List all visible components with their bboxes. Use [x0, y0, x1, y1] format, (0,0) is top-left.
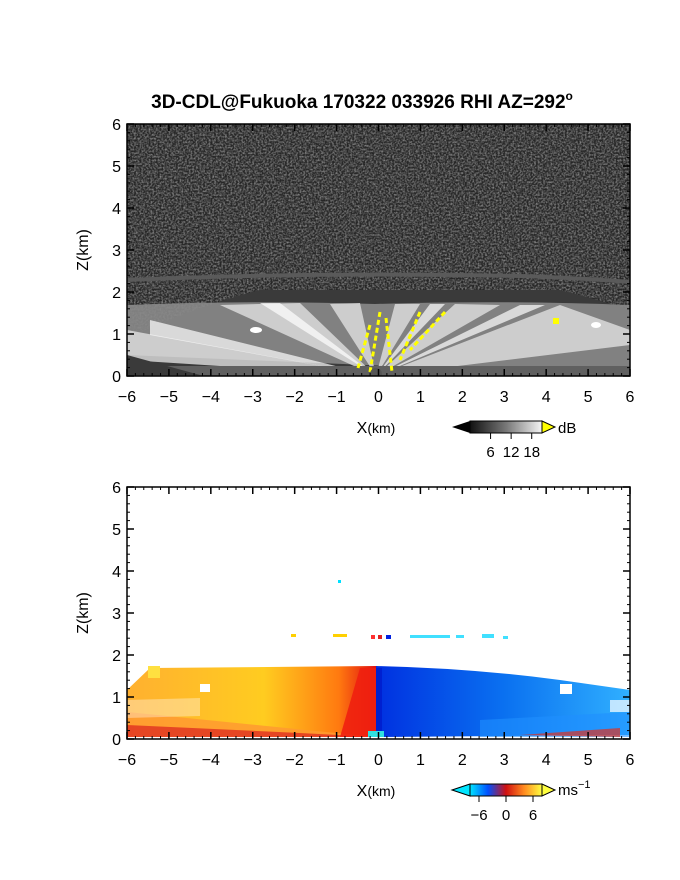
intensity-x-tick-label: −1: [327, 389, 345, 406]
velocity-y-tick-label: 3: [112, 606, 121, 623]
intensity-colorbar-unit: dB: [558, 420, 576, 437]
intensity-colorbar-tick-label: 18: [523, 444, 540, 461]
velocity-y-axis-label: Z(km): [75, 592, 92, 634]
velocity-y-ticks: 0 1 2 3 4 5 6: [112, 480, 630, 749]
velocity-x-tick-label: −6: [118, 752, 136, 769]
intensity-y-axis-label: Z(km): [75, 229, 92, 271]
velocity-x-tick-label: −4: [202, 752, 220, 769]
velocity-colorbar-ticks: −6 0 6: [470, 796, 537, 824]
intensity-x-ticks: −6 −5 −4 −3 −2 −1 0 1 2 3 4 5 6: [118, 124, 635, 406]
chart-title: 3D-CDL@Fukuoka 170322 033926 RHI AZ=292o: [151, 89, 573, 113]
velocity-colorbar: ms−1 −6 0 6: [450, 779, 591, 824]
intensity-colorbar-ticks: 6 12 18: [486, 433, 540, 461]
velocity-x-tick-label: 4: [542, 752, 551, 769]
velocity-x-tick-label: −2: [286, 752, 304, 769]
intensity-heatmap: [127, 124, 630, 376]
velocity-x-tick-label: −3: [244, 752, 262, 769]
intensity-x-tick-label: −4: [202, 389, 220, 406]
velocity-x-tick-label: 5: [584, 752, 593, 769]
velocity-x-tick-label: 1: [416, 752, 425, 769]
velocity-y-tick-label: 5: [112, 522, 121, 539]
intensity-y-tick-label: 1: [112, 327, 121, 344]
intensity-x-tick-label: 0: [374, 389, 383, 406]
velocity-x-axis-label: X(km): [357, 783, 396, 800]
intensity-x-tick-label: 1: [416, 389, 425, 406]
intensity-x-tick-label: −5: [160, 389, 178, 406]
velocity-colorbar-unit: ms−1: [558, 779, 591, 799]
velocity-y-tick-label: 4: [112, 564, 121, 581]
velocity-colorbar-tick-label: 0: [502, 807, 510, 824]
intensity-colorbar-tick-label: 6: [486, 444, 494, 461]
velocity-x-tick-label: 3: [500, 752, 509, 769]
velocity-x-tick-label: 0: [374, 752, 383, 769]
velocity-y-tick-label: 1: [112, 690, 121, 707]
velocity-x-tick-label: 6: [626, 752, 635, 769]
intensity-x-tick-label: 4: [542, 389, 551, 406]
intensity-x-tick-label: 6: [626, 389, 635, 406]
intensity-y-tick-label: 0: [112, 369, 121, 386]
intensity-x-tick-label: −2: [286, 389, 304, 406]
velocity-x-tick-label: 2: [458, 752, 467, 769]
velocity-x-tick-label: −1: [327, 752, 345, 769]
intensity-y-tick-label: 6: [112, 117, 121, 134]
velocity-heatmap: [127, 580, 630, 737]
intensity-y-tick-label: 5: [112, 159, 121, 176]
intensity-y-ticks: 0 1 2 3 4 5 6: [112, 117, 630, 386]
intensity-colorbar-tick-label: 12: [503, 444, 520, 461]
intensity-x-tick-label: 5: [584, 389, 593, 406]
velocity-x-ticks: −6 −5 −4 −3 −2 −1 0 1 2 3 4 5 6: [118, 487, 635, 769]
velocity-y-tick-label: 6: [112, 480, 121, 497]
velocity-colorbar-tick-label: −6: [470, 807, 487, 824]
intensity-y-tick-label: 2: [112, 285, 121, 302]
velocity-y-tick-label: 2: [112, 648, 121, 665]
velocity-x-tick-label: −5: [160, 752, 178, 769]
intensity-x-tick-label: 3: [500, 389, 509, 406]
intensity-y-tick-label: 4: [112, 201, 121, 218]
intensity-x-tick-label: −3: [244, 389, 262, 406]
intensity-x-axis-label: X(km): [357, 420, 396, 437]
velocity-y-tick-label: 0: [112, 732, 121, 749]
intensity-y-tick-label: 3: [112, 243, 121, 260]
intensity-colorbar: dB 6 12 18: [452, 420, 576, 461]
velocity-colorbar-tick-label: 6: [529, 807, 537, 824]
intensity-x-tick-label: 2: [458, 389, 467, 406]
intensity-x-tick-label: −6: [118, 389, 136, 406]
